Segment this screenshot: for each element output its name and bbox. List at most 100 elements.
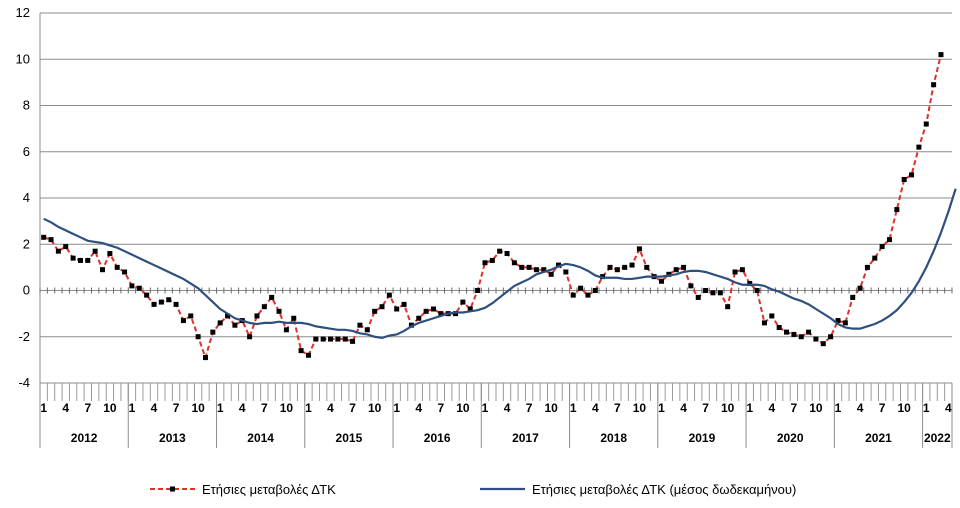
data-point-marker — [122, 269, 128, 275]
data-point-marker — [291, 315, 297, 321]
data-point-marker — [658, 278, 664, 284]
data-point-marker — [666, 271, 672, 277]
data-point-marker — [820, 341, 826, 347]
x-year-label: 2020 — [777, 431, 804, 445]
data-point-marker — [283, 327, 289, 333]
data-point-marker — [710, 290, 716, 296]
data-point-marker — [798, 334, 804, 340]
data-point-marker — [342, 336, 348, 342]
data-point-marker — [129, 283, 135, 289]
x-month-label: 7 — [261, 401, 268, 415]
y-tick-label: 0 — [23, 283, 30, 298]
data-point-marker — [107, 251, 113, 256]
data-point-marker — [695, 294, 701, 300]
data-point-marker — [217, 320, 223, 326]
data-point-marker — [938, 52, 944, 58]
data-point-marker — [158, 299, 164, 305]
data-point-marker — [467, 306, 473, 312]
x-axis-month-labels: 1 4 7 10 1 4 7 10 1 4 7 10 1 4 7 10 1 4 7 10 1 4 7 10 1 4 7 10 1 4 7 10… — [40, 401, 952, 415]
x-month-label: 4 — [504, 401, 511, 415]
data-point-marker — [202, 355, 208, 361]
data-point-marker — [541, 267, 547, 273]
data-point-marker — [430, 306, 436, 312]
data-point-marker — [453, 311, 459, 317]
x-month-label: 10 — [280, 401, 294, 415]
x-year-label: 2018 — [600, 431, 627, 445]
data-point-marker — [842, 320, 848, 326]
x-month-label: 10 — [103, 401, 117, 415]
data-point-marker — [511, 260, 517, 266]
data-point-marker — [305, 352, 311, 358]
x-month-label: 10 — [898, 401, 912, 415]
x-month-label: 10 — [368, 401, 382, 415]
y-tick-label: -4 — [18, 375, 30, 390]
data-point-marker — [261, 304, 267, 310]
data-point-marker — [276, 308, 282, 314]
x-month-label: 1 — [129, 401, 136, 415]
x-month-label: 4 — [62, 401, 69, 415]
data-point-marker — [533, 267, 539, 273]
data-point-marker — [864, 264, 870, 270]
data-point-marker — [607, 264, 613, 270]
data-point-marker — [703, 288, 709, 293]
data-point-marker — [600, 274, 606, 280]
data-point-marker — [41, 234, 47, 240]
data-point-marker — [828, 334, 834, 340]
x-month-label: 1 — [305, 401, 312, 415]
data-point-marker — [298, 348, 304, 354]
data-point-marker — [526, 264, 532, 270]
x-axis-year-labels: 2012 2013 2014 2015 2016 2017 2018 2019 2020 2021… — [39, 383, 953, 448]
data-point-marker — [372, 308, 378, 314]
x-month-label: 10 — [809, 401, 823, 415]
data-point-marker — [379, 304, 385, 310]
x-year-label: 2012 — [71, 431, 98, 445]
x-month-label: 1 — [393, 401, 400, 415]
series-line-annual-change — [43, 54, 942, 361]
data-point-marker — [556, 262, 562, 268]
x-axis-month-ticks — [39, 287, 953, 401]
data-point-marker — [681, 264, 687, 270]
data-point-marker — [739, 267, 745, 273]
data-point-marker — [725, 304, 731, 310]
x-month-label: 4 — [857, 401, 864, 415]
data-point-marker — [886, 237, 892, 243]
series-2 — [43, 188, 957, 340]
gridlines — [40, 12, 952, 338]
data-point-marker — [585, 292, 591, 298]
data-point-marker — [416, 315, 422, 321]
x-month-label: 1 — [658, 401, 665, 415]
data-point-marker — [754, 288, 760, 293]
x-year-label: 2016 — [424, 431, 451, 445]
data-point-marker — [173, 301, 179, 307]
data-point-marker — [916, 144, 922, 150]
x-year-label: 2015 — [336, 431, 363, 445]
data-point-marker — [269, 294, 275, 300]
data-point-marker — [55, 248, 61, 254]
y-tick-label: 12 — [16, 5, 30, 20]
x-month-label: 7 — [526, 401, 533, 415]
data-point-marker — [210, 329, 216, 335]
data-point-marker — [813, 336, 819, 342]
x-month-label: 4 — [945, 401, 952, 415]
data-point-marker — [460, 299, 466, 305]
x-month-label: 4 — [151, 401, 158, 415]
data-point-marker — [364, 327, 370, 333]
data-point-marker — [151, 301, 157, 307]
x-year-label: 2014 — [247, 431, 274, 445]
data-point-marker — [931, 82, 937, 88]
data-point-marker — [254, 313, 260, 319]
x-month-label: 10 — [544, 401, 558, 415]
data-point-marker — [136, 285, 142, 291]
data-point-marker — [629, 262, 635, 268]
x-month-label: 7 — [879, 401, 886, 415]
y-tick-labels: -4 -2 0 2 4 6 8 10 12 — [16, 5, 30, 390]
legend-label-annual-change: Ετήσιες μεταβολές ΔΤΚ — [202, 482, 336, 497]
data-point-marker — [791, 331, 797, 337]
data-point-marker — [489, 257, 495, 263]
x-month-label: 1 — [835, 401, 842, 415]
data-point-marker — [401, 301, 407, 307]
data-point-marker — [328, 336, 334, 342]
data-point-marker — [806, 329, 812, 335]
data-point-marker — [180, 318, 186, 324]
